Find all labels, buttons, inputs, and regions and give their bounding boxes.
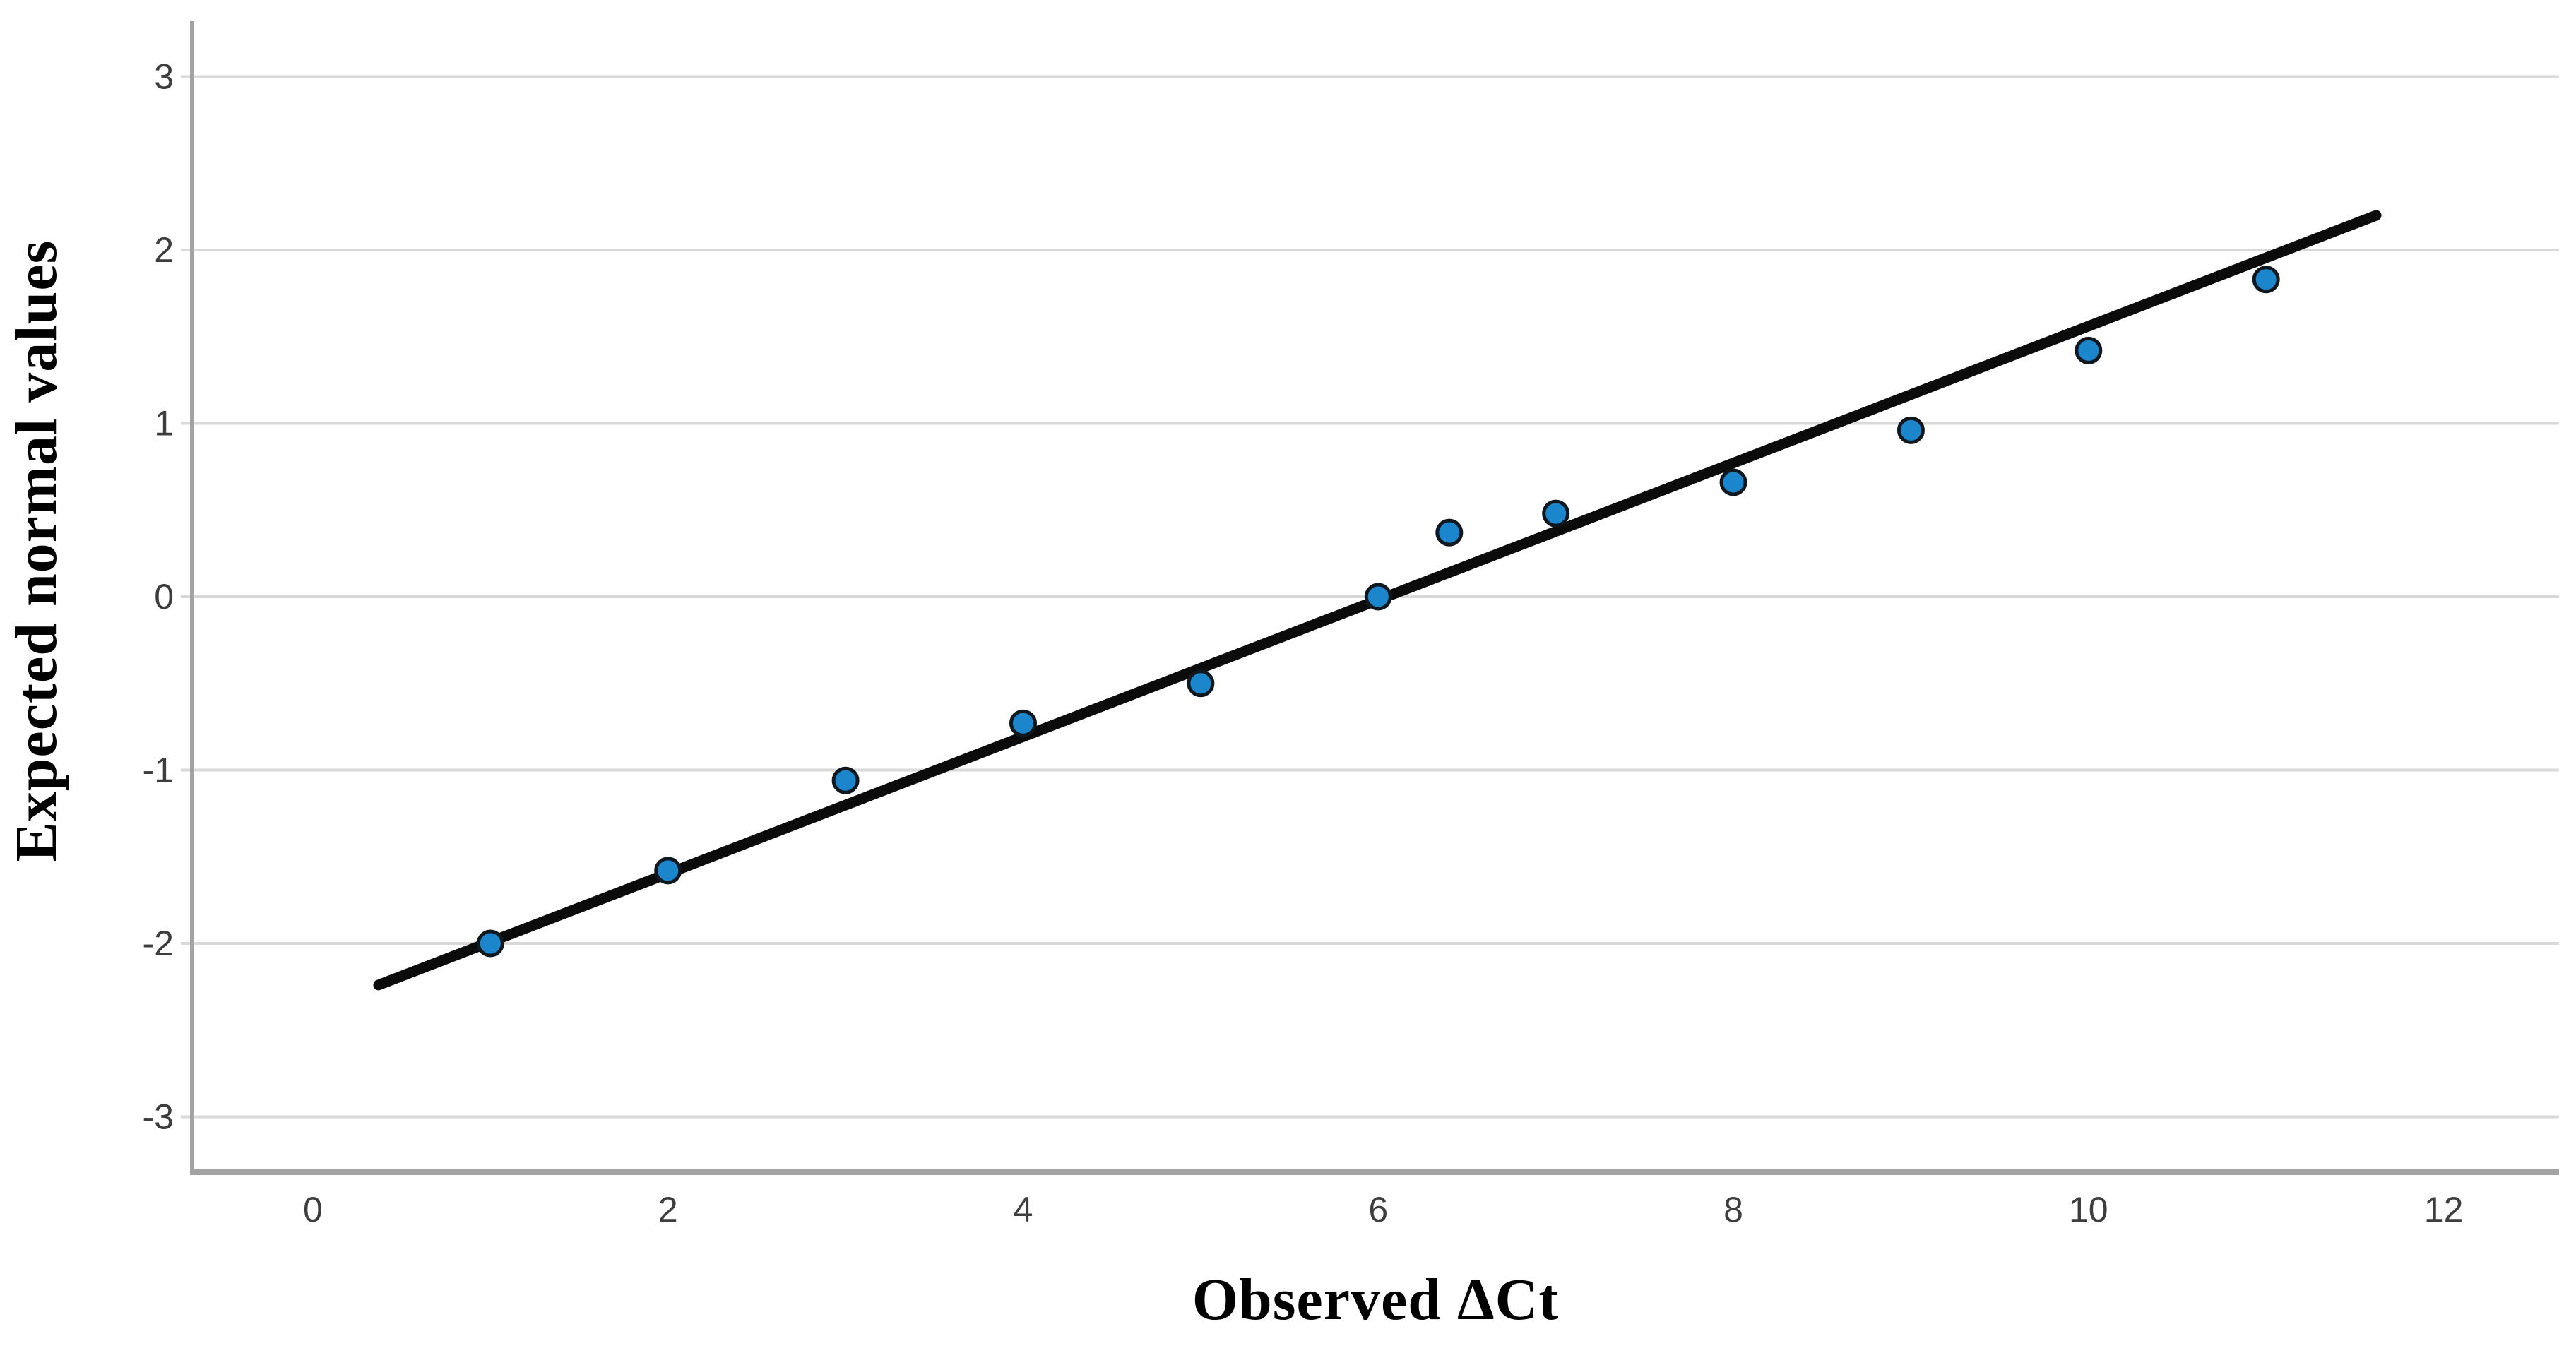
data-point (1542, 499, 1570, 528)
y-tick-label: -2 (143, 924, 174, 963)
y-tick-label: 1 (154, 404, 174, 443)
y-tick-label: 0 (154, 577, 174, 616)
grid-layer (181, 75, 2559, 1119)
x-tick-label: 2 (658, 1190, 678, 1229)
data-point (831, 766, 860, 794)
data-point (2075, 336, 2103, 364)
y-axis-title: Expected normal values (4, 239, 69, 862)
x-tick-label: 0 (303, 1190, 323, 1229)
x-tick-label: 10 (2069, 1190, 2108, 1229)
data-point (2252, 266, 2280, 294)
data-point (1364, 583, 1392, 611)
data-point (1897, 416, 1925, 444)
y-tick-label: 2 (154, 230, 174, 270)
x-tick-label: 8 (1723, 1190, 1743, 1229)
data-point (1009, 709, 1037, 737)
data-point (476, 929, 504, 958)
data-point (1719, 468, 1747, 496)
data-point (1435, 518, 1464, 547)
x-axis-title: Observed ΔCt (1192, 1267, 1560, 1333)
data-point (654, 857, 682, 885)
y-tick-label: 3 (154, 57, 174, 97)
x-tick-label: 6 (1368, 1190, 1388, 1229)
x-tick-label: 4 (1014, 1190, 1033, 1229)
data-point (1187, 669, 1215, 698)
y-tick-label: -3 (143, 1097, 174, 1136)
y-tick-label: -1 (143, 750, 174, 789)
x-tick-label: 12 (2424, 1190, 2464, 1229)
series-layer (373, 210, 2382, 991)
axis-layer (190, 21, 2559, 1175)
